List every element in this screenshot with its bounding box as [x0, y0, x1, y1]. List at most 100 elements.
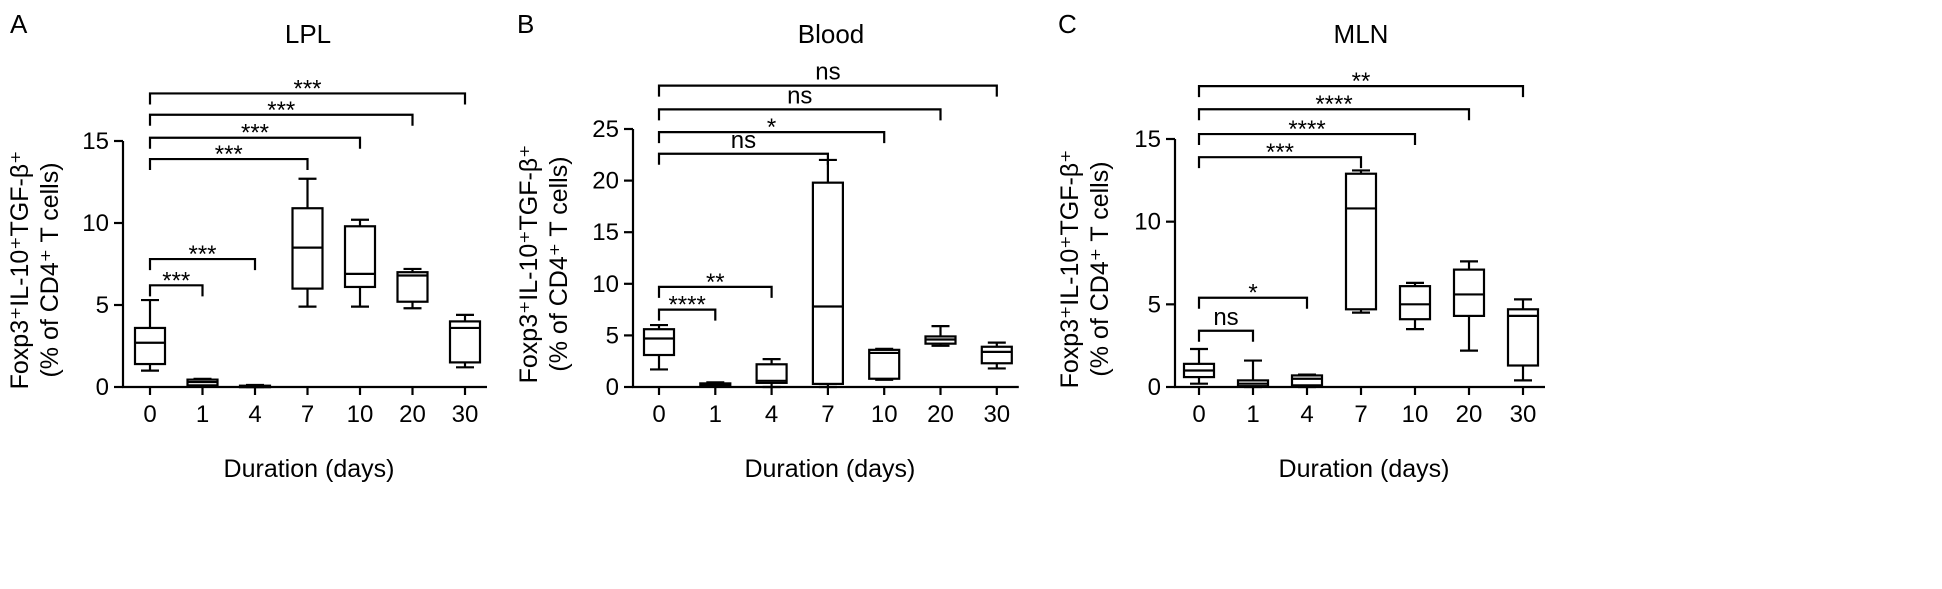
significance-label: **: [706, 269, 725, 296]
significance-label: ns: [1213, 304, 1238, 331]
y-axis-title-line1: Foxp3⁺IL-10⁺TGF-β⁺: [6, 151, 34, 390]
panel-title: Blood: [798, 19, 865, 49]
x-axis-title: Duration (days): [1279, 455, 1450, 483]
y-tick-label: 0: [1148, 374, 1161, 401]
x-tick-label: 7: [301, 401, 314, 428]
box-iqr: [868, 348, 901, 380]
x-tick-label: 30: [1510, 401, 1537, 428]
y-tick-label: 10: [592, 271, 619, 298]
box-day-0: [133, 298, 167, 372]
box-day-10: [1398, 281, 1432, 331]
y-tick-label: 5: [96, 292, 109, 319]
bracket-line: [657, 285, 773, 298]
x-tick-label: 0: [652, 401, 665, 428]
bracket-line: [657, 84, 998, 97]
x-tick-label: 30: [983, 401, 1010, 428]
bracket-line: [1197, 84, 1525, 98]
box-day-4: [755, 358, 788, 389]
panel-title: MLN: [1334, 19, 1389, 49]
y-tick-label: 5: [1148, 291, 1161, 318]
x-tick-label: 4: [248, 401, 261, 428]
box-day-20: [1452, 260, 1486, 352]
significance-label: ***: [215, 141, 243, 168]
x-tick-label: 20: [1456, 401, 1483, 428]
x-tick-label: 10: [871, 401, 898, 428]
box-iqr: [1506, 308, 1540, 367]
significance-bracket: *: [657, 114, 886, 144]
y-axis-title-line2: (% of CD4⁺ T cells): [1086, 161, 1114, 376]
significance-bracket: ***: [1197, 139, 1363, 169]
x-tick-label: 7: [1354, 401, 1367, 428]
box-day-20: [396, 267, 429, 310]
x-tick-label: 0: [1192, 401, 1205, 428]
significance-label: ***: [267, 97, 295, 124]
y-axis-title-line1: Foxp3⁺IL-10⁺TGF-β⁺: [515, 145, 543, 384]
x-tick-label: 30: [452, 401, 479, 428]
x-tick-label: 0: [143, 401, 156, 428]
y-tick-label: 15: [82, 128, 109, 155]
x-tick-label: 10: [1402, 401, 1429, 428]
significance-label: ****: [668, 292, 705, 319]
bracket-line: [1197, 132, 1417, 146]
significance-label: ***: [162, 267, 190, 294]
significance-bracket: ns: [1197, 304, 1255, 342]
bracket-line: [657, 152, 829, 165]
y-tick-label: 20: [592, 168, 619, 195]
y-tick-label: 15: [592, 219, 619, 246]
box-iqr: [343, 225, 377, 289]
x-tick-label: 20: [927, 401, 954, 428]
y-tick-label: 5: [606, 322, 619, 349]
y-tick-label: 10: [1134, 209, 1161, 236]
significance-label: ***: [241, 120, 269, 147]
significance-bracket: ***: [148, 267, 204, 297]
bracket-line: [657, 308, 717, 321]
significance-bracket: ***: [148, 241, 257, 271]
significance-bracket: ***: [148, 97, 414, 126]
box-iqr: [980, 345, 1013, 365]
bracket-line: [1197, 108, 1471, 121]
bracket-line: [148, 136, 362, 149]
box-day-4: [1290, 373, 1324, 389]
y-axis-title-line1: Foxp3⁺IL-10⁺TGF-β⁺: [1056, 150, 1084, 389]
x-tick-label: 7: [821, 401, 834, 428]
box-day-30: [448, 313, 482, 369]
box-day-0: [1182, 347, 1216, 385]
bracket-line: [657, 130, 886, 144]
bracket-line: [148, 92, 467, 105]
x-tick-label: 10: [347, 401, 374, 428]
significance-bracket: ****: [1197, 91, 1471, 121]
box-day-1: [699, 381, 732, 388]
bracket-line: [1197, 156, 1363, 169]
panel-letter: B: [517, 9, 534, 39]
significance-bracket: ****: [657, 292, 717, 321]
box-day-7: [291, 177, 324, 308]
significance-label: *: [1248, 280, 1257, 307]
box-day-7: [811, 158, 845, 389]
box-day-30: [980, 341, 1013, 370]
significance-bracket: ****: [1197, 116, 1417, 146]
box-iqr: [396, 271, 429, 303]
bracket-line: [148, 284, 204, 297]
bracket-line: [148, 113, 414, 126]
significance-label: ns: [731, 127, 756, 154]
box-day-10: [868, 347, 901, 381]
x-tick-label: 20: [399, 401, 426, 428]
significance-label: ns: [787, 82, 812, 109]
bracket-line: [148, 157, 309, 171]
box-iqr: [1452, 268, 1486, 318]
x-axis-title: Duration (days): [744, 455, 915, 483]
significance-label: ***: [1266, 139, 1294, 166]
bracket-line: [657, 108, 942, 121]
bracket-line: [1197, 329, 1255, 342]
significance-label: ****: [1288, 116, 1325, 143]
box-iqr: [133, 326, 167, 366]
box-day-20: [924, 325, 957, 347]
significance-bracket: *: [1197, 280, 1309, 309]
box-day-4: [238, 383, 272, 389]
significance-label: ***: [188, 241, 216, 268]
y-axis-title-line2: (% of CD4⁺ T cells): [36, 162, 64, 377]
panel-title: LPL: [285, 19, 331, 49]
x-tick-label: 1: [196, 401, 209, 428]
bracket-line: [148, 257, 257, 271]
y-tick-label: 0: [606, 374, 619, 401]
